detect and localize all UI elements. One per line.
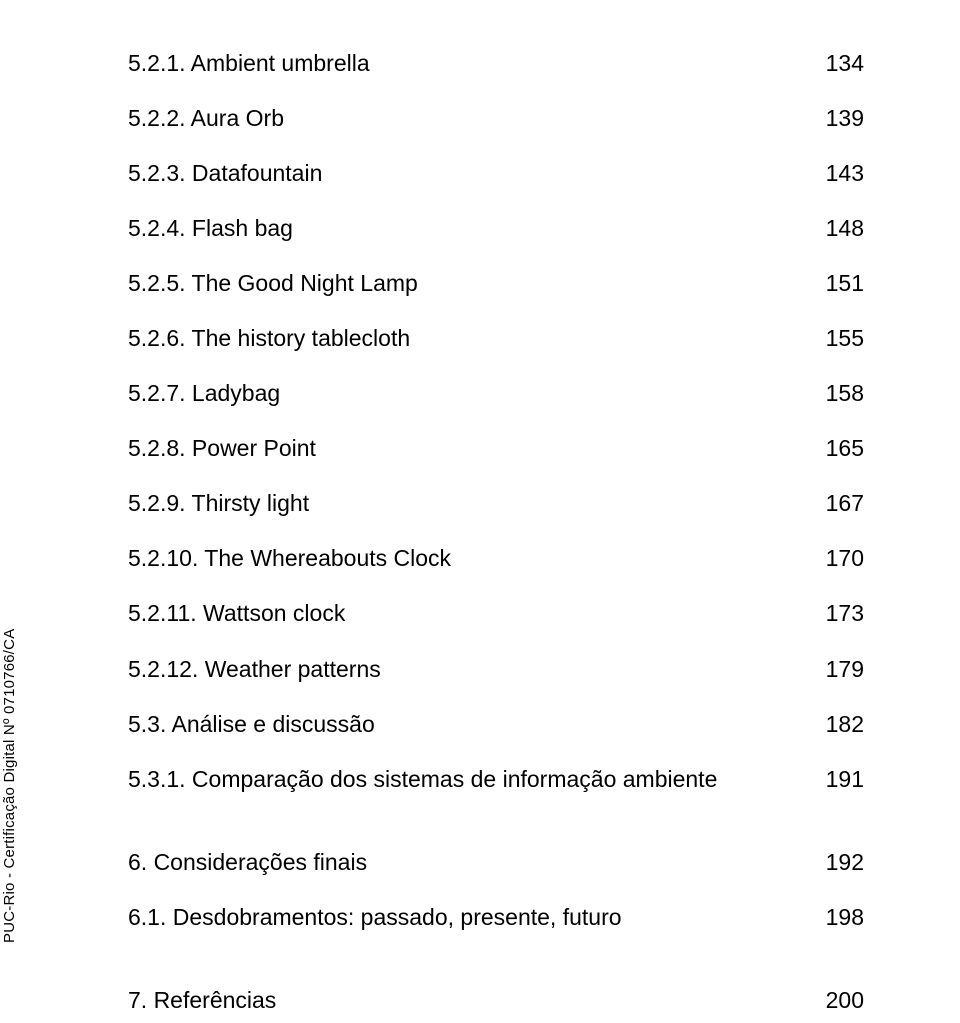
toc-label: 5.2.7. Ladybag xyxy=(128,378,806,409)
toc-page: 192 xyxy=(806,847,864,878)
toc-page: 167 xyxy=(806,488,864,519)
toc-label: 5.2.2. Aura Orb xyxy=(128,103,806,134)
toc-page: 158 xyxy=(806,378,864,409)
toc-entry: 6.1. Desdobramentos: passado, presente, … xyxy=(128,902,864,933)
toc-label: 7. Referências xyxy=(128,985,806,1016)
toc-page: 165 xyxy=(806,433,864,464)
toc-label: 6. Considerações finais xyxy=(128,847,806,878)
toc-label: 5.3. Análise e discussão xyxy=(128,709,806,740)
toc-label: 5.2.4. Flash bag xyxy=(128,213,806,244)
toc-page: 170 xyxy=(806,543,864,574)
toc-page: 148 xyxy=(806,213,864,244)
toc-entry: 6. Considerações finais 192 xyxy=(128,847,864,878)
toc-page: 200 xyxy=(806,985,864,1016)
toc-label: 5.2.9. Thirsty light xyxy=(128,488,806,519)
toc-label: 5.2.1. Ambient umbrella xyxy=(128,48,806,79)
toc-label: 5.2.6. The history tablecloth xyxy=(128,323,806,354)
toc-entry: 5.2.8. Power Point 165 xyxy=(128,433,864,464)
toc-page: 139 xyxy=(806,103,864,134)
toc-entry: 5.2.6. The history tablecloth 155 xyxy=(128,323,864,354)
section-gap xyxy=(128,819,864,847)
watermark-text: PUC-Rio - Certificação Digital Nº 071076… xyxy=(1,629,18,943)
toc-label: 5.2.3. Datafountain xyxy=(128,158,806,189)
toc-page: 173 xyxy=(806,598,864,629)
toc-page: 143 xyxy=(806,158,864,189)
toc-label: 5.2.5. The Good Night Lamp xyxy=(128,268,806,299)
toc-entry: 5.3. Análise e discussão 182 xyxy=(128,709,864,740)
toc-entry: 5.2.3. Datafountain 143 xyxy=(128,158,864,189)
toc-page: 134 xyxy=(806,48,864,79)
toc-label: 5.2.8. Power Point xyxy=(128,433,806,464)
toc-entry: 5.3.1. Comparação dos sistemas de inform… xyxy=(128,764,864,795)
toc-entry: 5.2.9. Thirsty light 167 xyxy=(128,488,864,519)
toc-entry: 5.2.4. Flash bag 148 xyxy=(128,213,864,244)
toc-entry: 5.2.2. Aura Orb 139 xyxy=(128,103,864,134)
toc-page: 191 xyxy=(806,764,864,795)
toc-entry: 5.2.10. The Whereabouts Clock 170 xyxy=(128,543,864,574)
toc-entry: 5.2.12. Weather patterns 179 xyxy=(128,654,864,685)
toc-entry: 5.2.1. Ambient umbrella 134 xyxy=(128,48,864,79)
toc-label: 6.1. Desdobramentos: passado, presente, … xyxy=(128,902,806,933)
toc-page: 179 xyxy=(806,654,864,685)
toc-entry: 5.2.11. Wattson clock 173 xyxy=(128,598,864,629)
toc-page: 198 xyxy=(806,902,864,933)
toc-label: 5.2.12. Weather patterns xyxy=(128,654,806,685)
toc-label: 5.2.10. The Whereabouts Clock xyxy=(128,543,806,574)
toc-entry: 5.2.5. The Good Night Lamp 151 xyxy=(128,268,864,299)
toc-page: 151 xyxy=(806,268,864,299)
toc-content: 5.2.1. Ambient umbrella 134 5.2.2. Aura … xyxy=(0,0,960,1016)
toc-label: 5.2.11. Wattson clock xyxy=(128,598,806,629)
toc-label: 5.3.1. Comparação dos sistemas de inform… xyxy=(128,764,806,795)
toc-page: 182 xyxy=(806,709,864,740)
toc-page: 155 xyxy=(806,323,864,354)
toc-entry: 7. Referências 200 xyxy=(128,985,864,1016)
section-gap xyxy=(128,957,864,985)
toc-entry: 5.2.7. Ladybag 158 xyxy=(128,378,864,409)
